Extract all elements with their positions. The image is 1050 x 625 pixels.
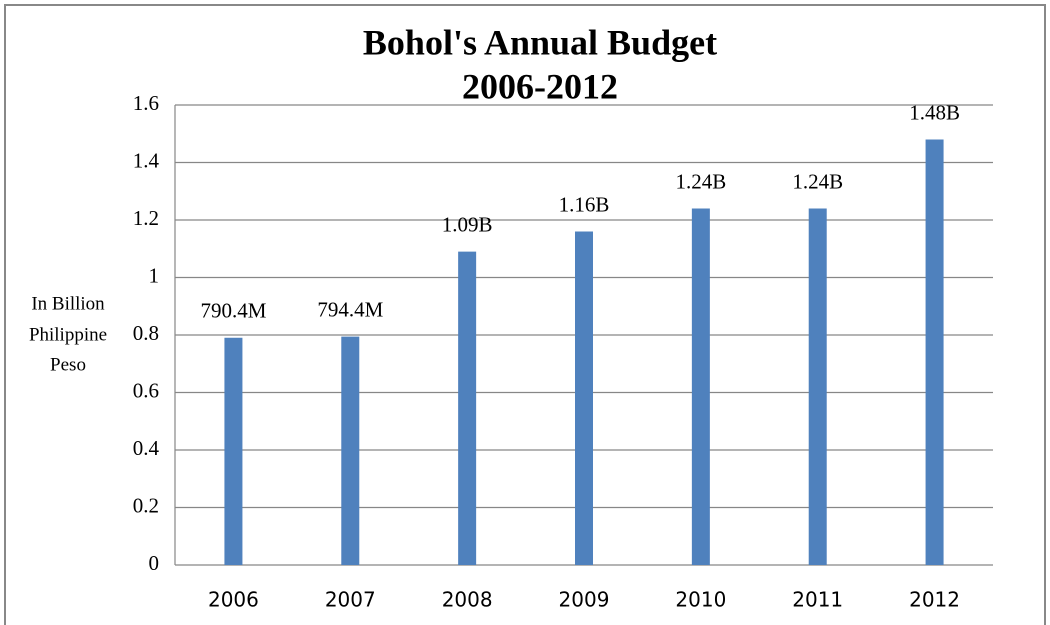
y-tick-label: 1.6 bbox=[133, 91, 159, 115]
x-tick-label: 2011 bbox=[792, 588, 843, 612]
bar bbox=[224, 337, 243, 565]
y-tick-label: 0.2 bbox=[133, 493, 159, 517]
chart-title: 2006-2012 bbox=[462, 66, 618, 106]
y-axis-label: In Billion bbox=[31, 293, 105, 314]
chart-border bbox=[4, 4, 1046, 625]
data-label: 794.4M bbox=[317, 297, 383, 321]
y-tick-label: 1.2 bbox=[133, 206, 159, 230]
data-label: 1.24B bbox=[792, 169, 843, 193]
x-tick-label: 2007 bbox=[325, 588, 376, 612]
bar bbox=[575, 231, 593, 565]
y-tick-label: 0.4 bbox=[133, 436, 160, 460]
data-label: 790.4M bbox=[200, 299, 266, 323]
y-axis-label: Peso bbox=[50, 354, 86, 375]
bar bbox=[925, 139, 944, 565]
y-tick-label: 1.4 bbox=[133, 148, 160, 172]
x-tick-label: 2009 bbox=[559, 588, 610, 612]
bar bbox=[458, 251, 477, 565]
y-tick-label: 0.6 bbox=[133, 378, 159, 402]
y-tick-label: 0 bbox=[149, 551, 160, 575]
data-label: 1.24B bbox=[675, 169, 726, 193]
x-tick-label: 2012 bbox=[909, 588, 960, 612]
y-tick-label: 1 bbox=[149, 263, 160, 287]
bar bbox=[691, 208, 710, 565]
y-axis-label: Philippine bbox=[29, 324, 107, 345]
data-label: 1.48B bbox=[909, 100, 960, 124]
data-label: 1.16B bbox=[559, 192, 610, 216]
x-tick-label: 2008 bbox=[442, 588, 493, 612]
bar bbox=[808, 208, 827, 565]
chart-title: Bohol's Annual Budget bbox=[363, 22, 717, 62]
x-tick-label: 2006 bbox=[208, 588, 259, 612]
y-tick-label: 0.8 bbox=[133, 321, 159, 345]
x-tick-label: 2010 bbox=[675, 588, 726, 612]
bar bbox=[341, 336, 360, 565]
data-label: 1.09B bbox=[442, 212, 493, 236]
